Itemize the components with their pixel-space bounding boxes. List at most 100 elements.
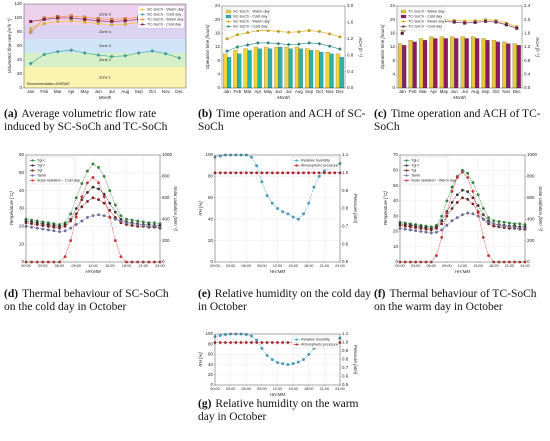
point	[265, 171, 269, 175]
x-tick-label: Apr	[430, 89, 438, 94]
point	[153, 221, 156, 225]
point	[69, 16, 73, 20]
x-tick-label: 21:00	[138, 264, 148, 268]
bar	[422, 40, 428, 89]
point	[55, 49, 60, 54]
y2-tick-label: 1.6	[347, 20, 354, 25]
point	[281, 341, 285, 344]
y-tick-label: 0	[392, 85, 395, 90]
legend-label: SC-SoCh - Warm day	[147, 8, 184, 12]
point	[56, 20, 60, 23]
point	[102, 195, 106, 199]
point	[141, 220, 145, 224]
x-tick-label: Jan	[27, 89, 35, 94]
bar	[268, 48, 273, 89]
bar	[284, 46, 289, 89]
point	[302, 358, 305, 361]
zone-label: Zone 5	[99, 13, 111, 17]
legend-box	[291, 156, 339, 170]
x-tick-label: Sep	[482, 89, 491, 94]
point	[492, 219, 496, 223]
bar	[325, 52, 330, 89]
legend-label: Tgl-c	[37, 159, 46, 163]
point	[91, 185, 95, 189]
point	[286, 171, 290, 175]
y-tick-label: 50	[393, 183, 399, 188]
point	[153, 224, 156, 228]
y2-axis-label: Solar radiation [Wm⁻²]	[173, 186, 178, 231]
point	[123, 19, 127, 23]
bar	[460, 36, 465, 89]
y-tick-label: 24	[390, 3, 396, 8]
legend-marker	[405, 179, 408, 182]
point	[518, 222, 522, 226]
y-tick-label: 40	[19, 188, 25, 193]
point	[82, 51, 87, 55]
zone-band	[24, 25, 186, 39]
point	[80, 198, 84, 201]
point	[113, 203, 117, 207]
y-tick-label: 0	[21, 259, 24, 264]
x-tick-label: 06:00	[241, 264, 251, 268]
legend-label: Solar radiation - Cold day	[37, 179, 80, 183]
point	[507, 225, 511, 229]
point	[225, 49, 229, 53]
zone-band	[24, 67, 186, 88]
point	[322, 171, 326, 175]
point	[445, 199, 449, 203]
point	[255, 338, 259, 342]
x-tick-label: 18:00	[304, 387, 314, 391]
x-axis-label: HH:MM	[455, 269, 470, 274]
x-tick-label: 24:00	[335, 387, 345, 391]
point	[450, 207, 454, 210]
bar	[253, 46, 258, 89]
bar	[491, 40, 497, 89]
point	[218, 341, 222, 344]
x-tick-label: 15:00	[105, 264, 115, 268]
bar	[298, 48, 303, 89]
x-tick-label: 00:00	[21, 264, 31, 268]
point	[445, 211, 449, 215]
y-tick-label: 50	[19, 170, 25, 175]
x-tick-label: Sep	[305, 89, 314, 94]
legend-marker	[295, 338, 298, 341]
caption-text: Time operation and ACH of SC-SoCh	[198, 108, 366, 133]
y2-tick-label: 200	[527, 238, 535, 243]
y2-tick-label: 1.1	[342, 331, 349, 336]
bar	[329, 53, 334, 89]
point	[265, 354, 269, 357]
x-tick-label: Dec	[175, 89, 184, 94]
caption-label: (e)	[198, 288, 211, 300]
y2-tick-label: 600	[162, 195, 170, 200]
x-tick-label: 00:00	[210, 264, 220, 268]
y-tick-label: 100	[14, 15, 22, 20]
y-tick-label: 12	[390, 44, 396, 49]
point	[97, 181, 100, 185]
point	[450, 189, 454, 193]
plot-frame	[25, 154, 161, 263]
x-axis-label: HH:MM	[270, 392, 285, 397]
point	[270, 171, 274, 175]
legend-swatch	[225, 14, 232, 19]
x-tick-label: Mar	[54, 89, 62, 94]
legend-label: Tamb	[411, 174, 420, 178]
y-tick-label: 10	[393, 244, 399, 249]
y2-tick-label: 1000	[162, 152, 173, 157]
y-tick-label: 20	[393, 229, 399, 234]
point	[218, 154, 222, 158]
point	[515, 26, 519, 30]
y-tick-label: 60	[208, 195, 214, 200]
legend-label: SC-SoCh - Warm day	[233, 10, 270, 14]
point	[338, 47, 342, 51]
point	[69, 19, 73, 23]
legend-marker	[405, 164, 408, 167]
x-tick-label: 24:00	[335, 264, 345, 268]
point	[297, 30, 301, 34]
caption-text: Thermal behaviour of TC-SoCh on the warm…	[374, 288, 537, 313]
caption: (d) Thermal behaviour of SC-SoCh on the c…	[4, 288, 180, 314]
point	[56, 16, 60, 20]
legend-label: TC-SoCh - Cold day	[408, 15, 442, 19]
x-tick-label: 15:00	[288, 387, 298, 391]
legend-label: TC-SoCh - Warm day	[408, 10, 444, 14]
